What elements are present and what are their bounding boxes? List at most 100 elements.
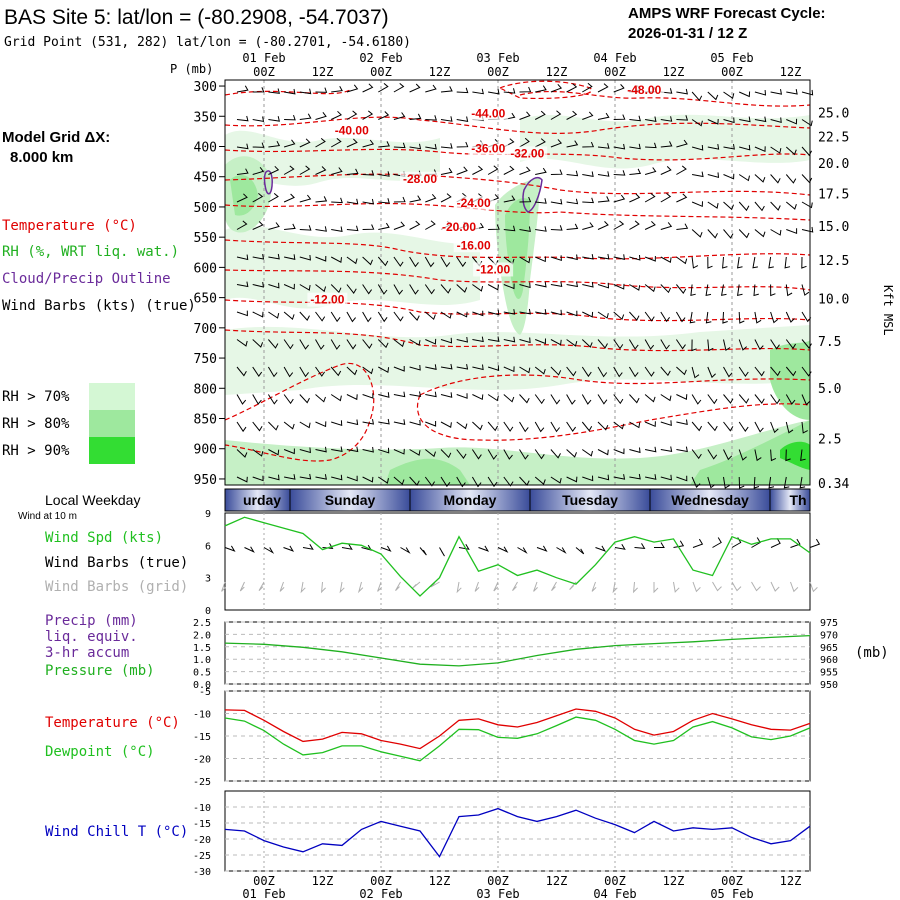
bottom-hour-label: 12Z xyxy=(546,874,568,888)
wind-barb xyxy=(534,476,546,485)
wind-barb xyxy=(660,88,673,94)
y-tick-label: 2.5 xyxy=(193,618,211,629)
height-tick-label: 12.5 xyxy=(818,254,849,269)
forecast-cycle-label: AMPS WRF Forecast Cycle: xyxy=(628,5,826,22)
wind-barb-grid xyxy=(692,581,701,593)
y-tick-label: 0.5 xyxy=(193,668,211,679)
wind-barb xyxy=(252,281,264,288)
wind-barb-true xyxy=(770,538,781,548)
wind-barb xyxy=(299,447,311,454)
rh-swatch xyxy=(89,383,135,410)
wind-barb xyxy=(315,255,327,262)
wind-barb xyxy=(472,310,484,317)
bottom-hour-label: 00Z xyxy=(721,874,743,888)
wind-barb xyxy=(283,139,296,148)
wind-barb xyxy=(440,476,451,488)
wind-barb xyxy=(723,144,735,150)
wind-barb xyxy=(393,112,406,120)
wind-barb-grid xyxy=(653,582,659,594)
wind-barb xyxy=(550,309,563,316)
wind-barb xyxy=(284,474,296,480)
wind-barb xyxy=(283,311,295,320)
wind-barb-true xyxy=(419,547,427,556)
wind-barb xyxy=(691,394,702,405)
wind-barb xyxy=(409,220,421,230)
wind-barb xyxy=(440,421,452,428)
wind-barb xyxy=(644,421,656,428)
wind-barb xyxy=(550,169,563,175)
wind-barb xyxy=(378,83,389,93)
pressure-label: Pressure (mb) xyxy=(45,663,155,679)
wind-barb xyxy=(660,116,673,122)
temperature-contour-label: -16.00 xyxy=(457,238,491,252)
wind-barb xyxy=(770,339,780,350)
wind-barb xyxy=(299,225,312,231)
wind-barb xyxy=(393,83,405,93)
wind-barb xyxy=(691,91,703,102)
weekday-label: Wednesday xyxy=(671,492,749,508)
wind-barb xyxy=(268,421,279,431)
wind-barb xyxy=(629,193,641,203)
wind-barb-true xyxy=(439,547,445,557)
wind-barb-true xyxy=(400,547,411,554)
wind-barb xyxy=(720,284,727,296)
wind-barb xyxy=(754,394,765,404)
wind-barb xyxy=(550,339,562,346)
wind-barb-grid xyxy=(279,581,285,592)
wind-barb xyxy=(535,85,547,93)
y-tick-label: -30 xyxy=(193,867,211,878)
wind-barb xyxy=(346,394,358,401)
wind-barb xyxy=(503,309,516,315)
wind-barb xyxy=(613,170,626,176)
wind-barb xyxy=(535,256,546,263)
wind-barb xyxy=(299,254,311,261)
wind-barb xyxy=(299,421,311,429)
model-grid-label: Model Grid ΔX: xyxy=(2,129,110,146)
wind-barb xyxy=(393,284,403,295)
wind-barb xyxy=(331,167,343,175)
wind-barb xyxy=(566,366,577,377)
wind-barb xyxy=(801,256,807,269)
wind-barb xyxy=(252,311,264,318)
wind-barb-grid xyxy=(612,581,618,594)
wind-barb xyxy=(268,474,280,481)
wind-barb xyxy=(550,198,563,205)
wind-barb xyxy=(487,394,499,402)
wind-barb xyxy=(676,446,688,453)
wind-barb xyxy=(472,364,484,371)
weekday-title: Local Weekday xyxy=(45,492,140,508)
wind-barb-grid xyxy=(632,581,638,594)
wind-barb xyxy=(768,476,775,489)
wind-barb xyxy=(299,138,311,148)
wind-barb xyxy=(723,229,734,239)
pressure-unit-label: (mb) xyxy=(855,645,889,661)
wind-barb xyxy=(644,366,655,377)
wind-barb xyxy=(299,366,309,378)
wind-barb xyxy=(330,394,342,402)
wind-barb xyxy=(315,311,326,322)
wind-barb xyxy=(723,173,735,180)
wind-barb xyxy=(770,284,776,297)
wind-barb xyxy=(268,88,280,94)
wind-barb-grid xyxy=(551,581,557,591)
wind-barb xyxy=(268,339,279,349)
wind-barb xyxy=(315,166,327,175)
bottom-hour-label: 12Z xyxy=(312,874,334,888)
wind-barb xyxy=(377,284,388,295)
temperature-contour-label: -48.00 xyxy=(627,83,661,97)
wind-barb-true xyxy=(712,537,722,548)
pressure-tick-label: 600 xyxy=(194,261,217,276)
wind-barb xyxy=(535,281,547,288)
wind-barb xyxy=(753,284,759,297)
wind-barb xyxy=(707,394,718,405)
wind-barb xyxy=(784,256,791,269)
wind-barb xyxy=(378,198,390,204)
wind-panel: 0 3 6 9 xyxy=(205,509,821,617)
wind-barb xyxy=(691,421,703,432)
wind-barb xyxy=(644,446,657,453)
wind-barb xyxy=(268,193,279,203)
wind-barb xyxy=(252,339,264,348)
wind-barb xyxy=(723,366,733,378)
wind-barb xyxy=(739,144,751,151)
wind-barb xyxy=(330,110,342,120)
